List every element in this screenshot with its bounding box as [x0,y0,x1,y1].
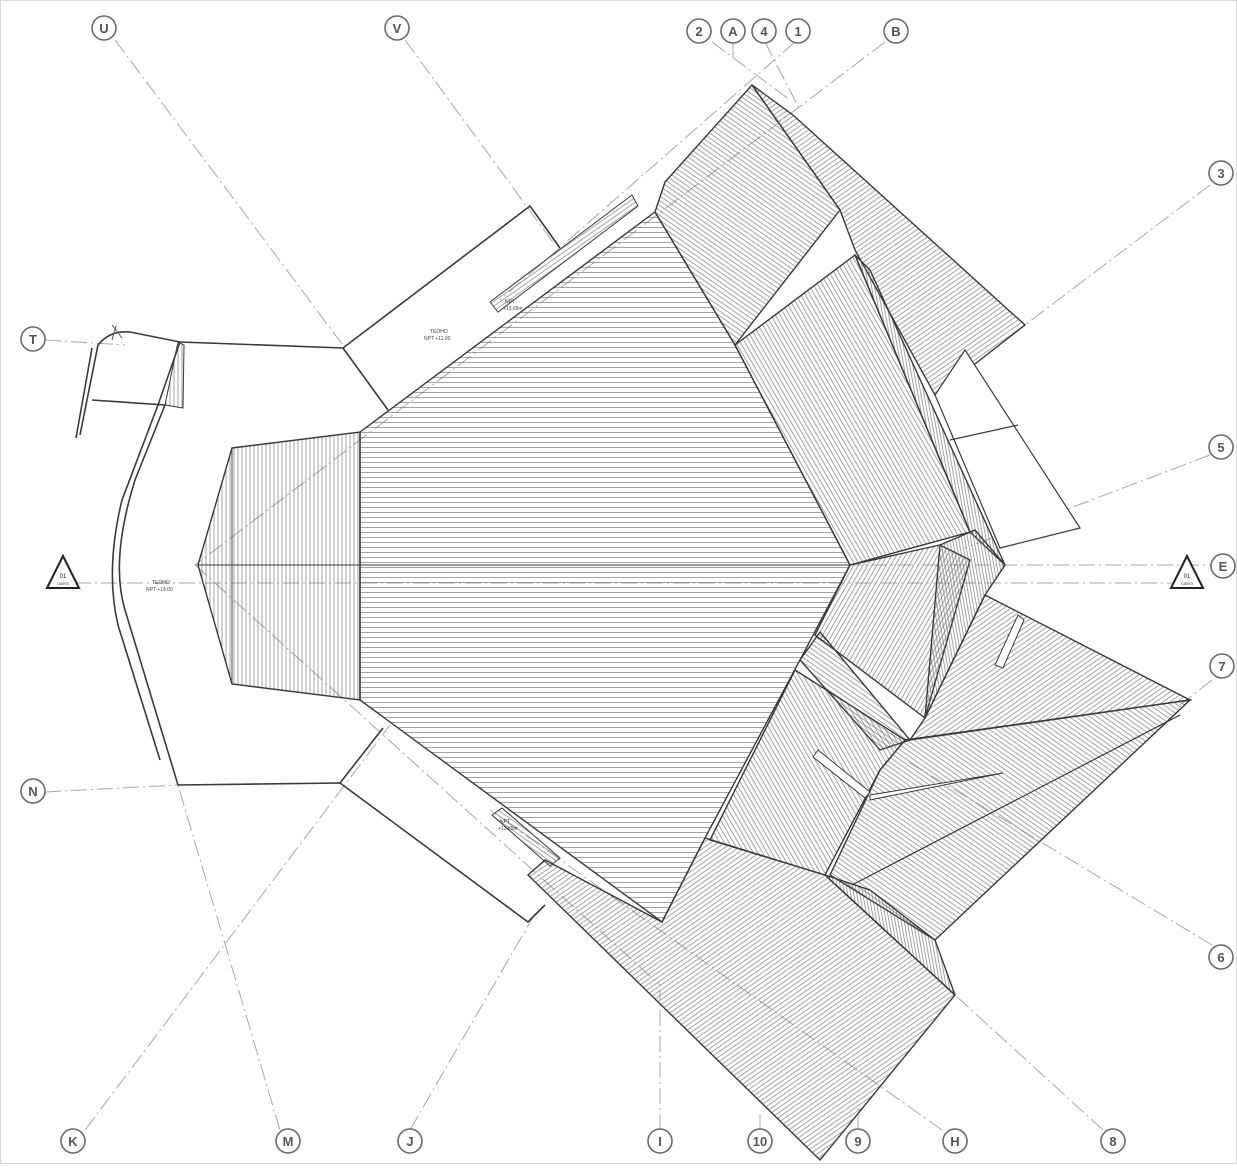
upper-terrace-label: TEOHO [430,329,448,335]
grid-bubble-10: 10 [747,1128,773,1154]
section-marker-right-sheet: C0970 [1181,581,1194,586]
lower-step-label: NPT [500,819,510,825]
svg-text:K: K [68,1134,78,1149]
svg-text:B: B [891,24,900,39]
grid-bubble-5: 5 [1208,434,1234,460]
grid-bubble-3: 3 [1208,160,1234,186]
left-walkway [75,324,185,786]
svg-text:H: H [950,1134,959,1149]
left-terrace-label: TEOHO [152,580,170,586]
grid-bubble-n: N [20,778,46,804]
grid-line-3 [1024,184,1211,326]
grid-line-n [44,784,179,793]
grid-bubble-9: 9 [845,1128,871,1154]
section-marker-left: 01 C0970 [45,553,81,589]
north-wing [654,83,1081,566]
left-stair [164,341,185,409]
grid-bubble-6: 6 [1208,944,1234,970]
grid-bubble-2: 2 [686,18,712,44]
svg-text:4: 4 [760,24,768,39]
grid-bubble-8: 8 [1100,1128,1126,1154]
grid-bubble-h: H [942,1128,968,1154]
svg-text:N: N [28,784,37,799]
grid-bubble-j: J [397,1128,423,1154]
lower-step-level: +13.65m [498,826,518,832]
svg-text:T: T [29,332,37,347]
svg-text:A: A [728,24,738,39]
left-terrace-level: NPT +14.00 [146,587,173,593]
svg-text:U: U [99,21,108,36]
east-wing [799,529,1193,751]
svg-text:M: M [283,1134,294,1149]
grid-bubble-b: B [883,18,909,44]
grid-bubbles: U V 2 A 4 1 B 3 5 E 7 6 8 H 9 10 I J M K… [20,15,1236,1154]
grid-bubble-u: U [91,15,117,41]
grid-bubble-7: 7 [1209,653,1235,679]
svg-text:10: 10 [753,1134,767,1149]
svg-text:E: E [1219,559,1228,574]
section-marker-right-number: 01 [1184,574,1191,580]
grid-bubble-k: K [60,1128,86,1154]
section-marker-right: 01 C0970 [1169,553,1205,589]
svg-text:7: 7 [1218,659,1225,674]
upper-step-label: NPT [505,299,515,305]
lower-terrace [177,727,561,924]
grid-line-u [114,39,346,349]
grid-line-m [177,784,281,1131]
portico-roof [197,431,361,701]
southeast-skylight-2 [869,772,1004,801]
grid-line-t [44,339,126,346]
section-marker-left-sheet: C0970 [57,581,70,586]
svg-text:1: 1 [794,24,801,39]
grid-bubble-i: I [647,1128,673,1154]
svg-text:6: 6 [1217,950,1224,965]
svg-text:8: 8 [1109,1134,1116,1149]
upper-stair [489,194,639,313]
lower-stair [491,807,561,867]
grid-bubble-1: 1 [785,18,811,44]
svg-text:V: V [393,21,402,36]
grid-bubble-a: A [720,18,746,44]
south-wing [526,837,956,1162]
grid-line-2 [711,41,791,101]
svg-text:3: 3 [1217,166,1224,181]
grid-bubble-m: M [275,1128,301,1154]
east-skylight [994,614,1025,669]
svg-text:5: 5 [1217,440,1224,455]
svg-text:2: 2 [695,24,702,39]
grid-line-k [84,724,391,1131]
southeast-skylight-1 [812,749,871,799]
upper-terrace-level: NPT +11.00 [424,336,451,342]
grid-line-8 [954,994,1104,1131]
grid-bubble-t: T [20,326,46,352]
grid-bubble-4: 4 [751,18,777,44]
upper-step-level: +13.65m [503,306,523,312]
grid-line-v [404,39,556,246]
svg-text:9: 9 [854,1134,861,1149]
annotations: TEOHO NPT +11.00 NPT +13.65m NPT +13.65m… [146,299,523,832]
grid-line-4 [764,41,801,111]
section-marker-left-number: 01 [60,574,67,580]
svg-text:J: J [406,1134,413,1149]
north-courtyard [934,348,1081,549]
grid-line-j [409,904,541,1131]
grid-bubble-e: E [1210,553,1236,579]
ridge-lines [198,432,850,700]
grid-bubble-v: V [384,15,410,41]
svg-text:I: I [658,1134,662,1149]
upper-terrace [179,194,639,411]
